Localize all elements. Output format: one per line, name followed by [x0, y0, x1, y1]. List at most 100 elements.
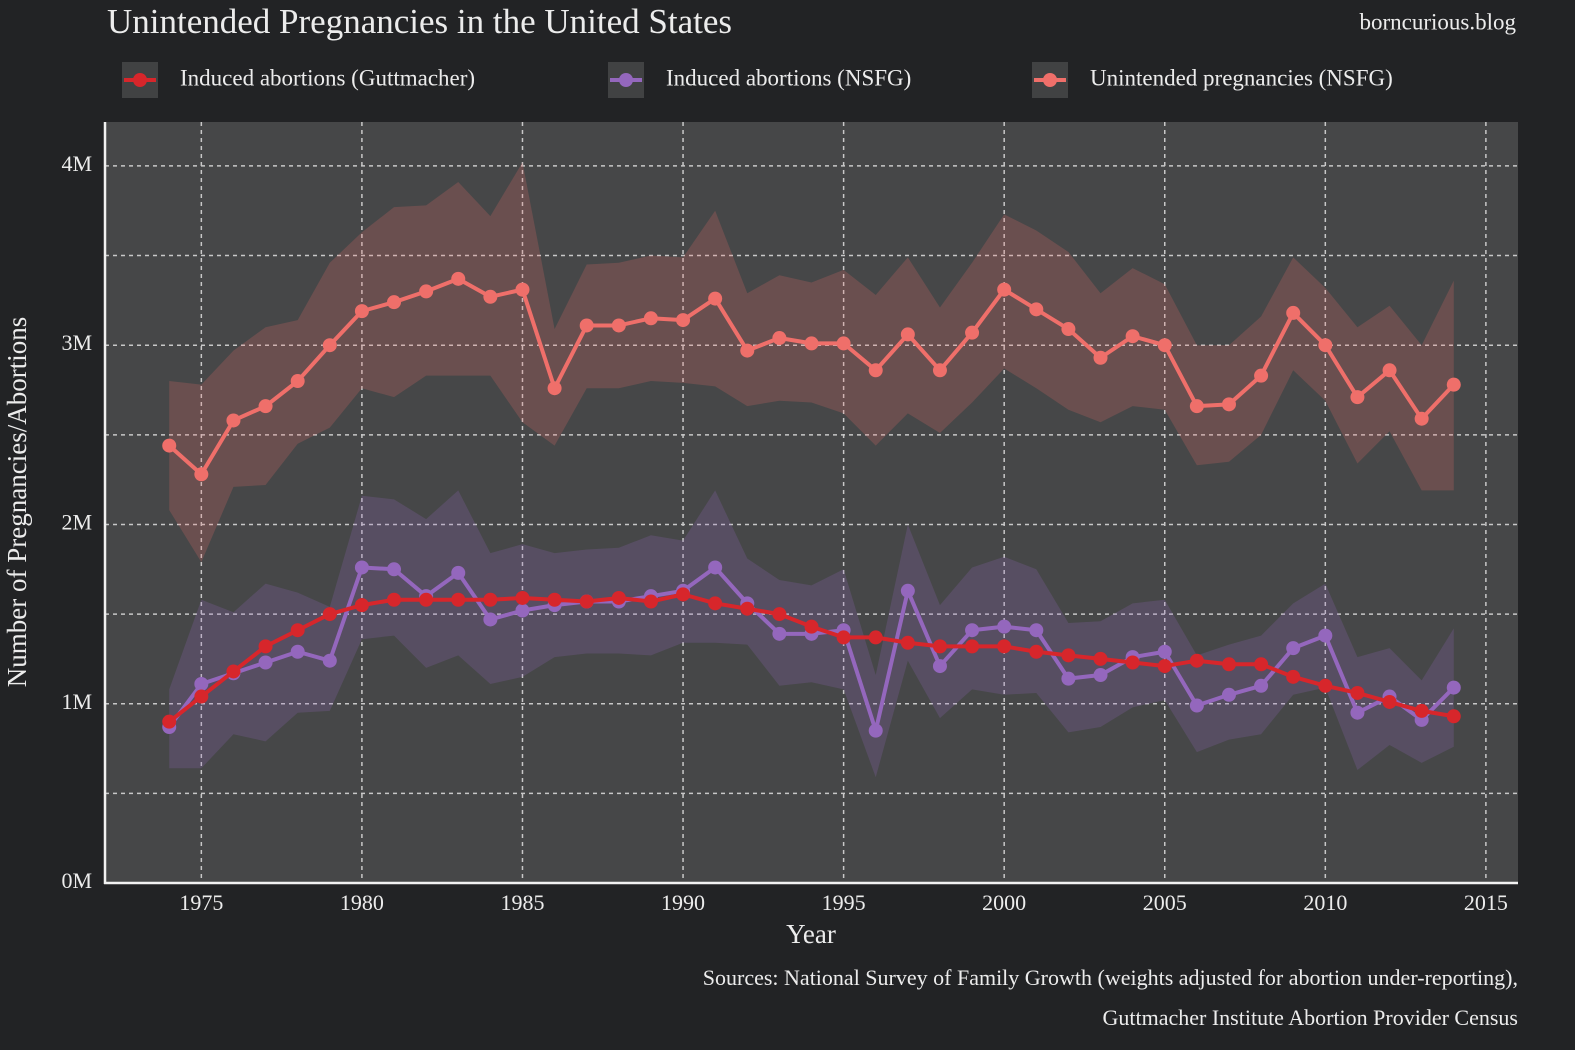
x-tick-label: 1990 — [661, 890, 705, 915]
data-point — [354, 598, 369, 613]
data-point — [1029, 302, 1044, 317]
data-point — [162, 438, 177, 453]
data-point — [1446, 377, 1461, 392]
data-point — [290, 644, 305, 659]
x-tick-label: 1980 — [340, 890, 384, 915]
data-point — [1446, 680, 1461, 695]
data-point — [708, 596, 723, 611]
data-point — [322, 607, 337, 622]
data-point — [676, 313, 691, 328]
data-point — [1414, 411, 1429, 426]
data-point — [162, 714, 177, 729]
data-point — [451, 271, 466, 286]
caption: Sources: National Survey of Family Growt… — [703, 965, 1518, 990]
data-point — [1414, 703, 1429, 718]
data-point — [1318, 338, 1333, 353]
data-point — [354, 304, 369, 319]
data-point — [194, 677, 209, 692]
data-point — [483, 592, 498, 607]
data-point — [1125, 655, 1140, 670]
x-tick-label: 1985 — [500, 890, 544, 915]
data-point — [772, 626, 787, 641]
data-point — [1221, 657, 1236, 672]
data-point — [1318, 678, 1333, 693]
data-point — [1157, 659, 1172, 674]
data-point — [1029, 644, 1044, 659]
data-point — [836, 336, 851, 351]
legend-key-point — [619, 73, 633, 87]
data-point — [451, 565, 466, 580]
legend-key-point — [1043, 73, 1057, 87]
data-point — [1157, 338, 1172, 353]
data-point — [1221, 397, 1236, 412]
data-point — [483, 289, 498, 304]
legend-item: Induced abortions (Guttmacher) — [122, 62, 475, 98]
data-point — [1286, 641, 1301, 656]
plot-area — [105, 122, 1518, 883]
data-point — [868, 723, 883, 738]
data-point — [194, 689, 209, 704]
data-point — [1350, 705, 1365, 720]
y-tick-label: 2M — [61, 510, 92, 535]
data-point — [900, 327, 915, 342]
data-point — [1318, 628, 1333, 643]
data-point — [1446, 709, 1461, 724]
legend-label: Induced abortions (Guttmacher) — [180, 65, 475, 90]
data-point — [322, 338, 337, 353]
data-point — [1029, 623, 1044, 638]
x-tick-label: 2000 — [982, 890, 1026, 915]
data-point — [579, 318, 594, 333]
data-point — [1189, 653, 1204, 668]
data-point — [515, 282, 530, 297]
data-point — [290, 374, 305, 389]
confidence-band — [169, 162, 1454, 563]
data-point — [1061, 648, 1076, 663]
data-point — [1189, 698, 1204, 713]
data-point — [515, 590, 530, 605]
legend-item: Unintended pregnancies (NSFG) — [1032, 62, 1393, 98]
data-point — [1093, 668, 1108, 683]
data-point — [515, 603, 530, 618]
source-site: borncurious.blog — [1359, 9, 1516, 34]
caption: Guttmacher Institute Abortion Provider C… — [1103, 1005, 1519, 1030]
data-point — [226, 664, 241, 679]
data-point — [451, 592, 466, 607]
data-point — [997, 639, 1012, 654]
data-point — [965, 325, 980, 340]
data-point — [804, 619, 819, 634]
data-point — [1286, 669, 1301, 684]
data-point — [900, 635, 915, 650]
data-point — [1350, 685, 1365, 700]
data-point — [804, 336, 819, 351]
y-tick-label: 1M — [61, 689, 92, 714]
data-point — [1157, 644, 1172, 659]
data-point — [1350, 390, 1365, 405]
data-point — [483, 612, 498, 627]
legend-label: Induced abortions (NSFG) — [666, 65, 911, 90]
data-point — [290, 623, 305, 638]
data-point — [900, 583, 915, 598]
data-point — [1221, 687, 1236, 702]
data-point — [547, 381, 562, 396]
data-point — [965, 623, 980, 638]
data-point — [643, 311, 658, 326]
data-point — [322, 653, 337, 668]
data-point — [194, 467, 209, 482]
data-point — [611, 590, 626, 605]
data-point — [772, 331, 787, 346]
x-axis-title: Year — [786, 919, 836, 949]
data-point — [1125, 329, 1140, 344]
data-point — [1286, 305, 1301, 320]
x-tick-label: 1995 — [822, 890, 866, 915]
data-point — [868, 363, 883, 378]
data-point — [354, 560, 369, 575]
x-tick-label: 2015 — [1464, 890, 1508, 915]
data-point — [997, 619, 1012, 634]
data-point — [387, 592, 402, 607]
data-point — [387, 562, 402, 577]
data-point — [258, 655, 273, 670]
legend-label: Unintended pregnancies (NSFG) — [1090, 65, 1393, 90]
data-point — [579, 594, 594, 609]
data-point — [1189, 399, 1204, 414]
